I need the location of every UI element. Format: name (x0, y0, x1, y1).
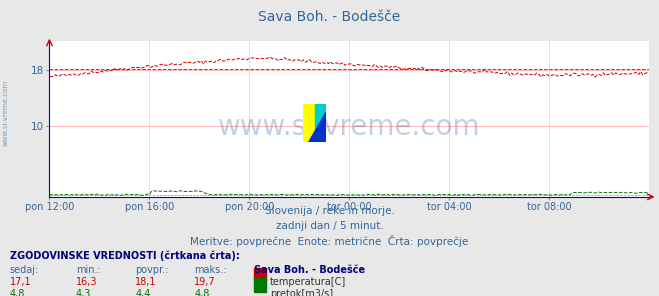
Text: povpr.:: povpr.: (135, 265, 169, 275)
Text: 16,3: 16,3 (76, 277, 98, 287)
Bar (315, 104, 326, 142)
Text: Meritve: povprečne  Enote: metrične  Črta: povprečje: Meritve: povprečne Enote: metrične Črta:… (190, 235, 469, 247)
Bar (303, 104, 315, 142)
Text: www.si-vreme.com: www.si-vreme.com (2, 79, 9, 146)
Text: www.si-vreme.com: www.si-vreme.com (218, 113, 480, 141)
Text: 4,8: 4,8 (194, 289, 210, 296)
Text: sedaj:: sedaj: (10, 265, 39, 275)
Text: ZGODOVINSKE VREDNOSTI (črtkana črta):: ZGODOVINSKE VREDNOSTI (črtkana črta): (10, 250, 240, 260)
Text: Sava Boh. - Bodešče: Sava Boh. - Bodešče (258, 10, 401, 24)
Text: maks.:: maks.: (194, 265, 227, 275)
Text: temperatura[C]: temperatura[C] (270, 277, 347, 287)
Text: pretok[m3/s]: pretok[m3/s] (270, 289, 333, 296)
Text: Slovenija / reke in morje.: Slovenija / reke in morje. (264, 206, 395, 216)
Text: 18,1: 18,1 (135, 277, 157, 287)
Text: 17,1: 17,1 (10, 277, 32, 287)
Polygon shape (308, 111, 326, 142)
Text: 4,8: 4,8 (10, 289, 25, 296)
Text: 4,3: 4,3 (76, 289, 91, 296)
Text: Sava Boh. - Bodešče: Sava Boh. - Bodešče (254, 265, 365, 275)
Text: zadnji dan / 5 minut.: zadnji dan / 5 minut. (275, 221, 384, 231)
Text: 19,7: 19,7 (194, 277, 216, 287)
Text: min.:: min.: (76, 265, 101, 275)
Text: 4,4: 4,4 (135, 289, 150, 296)
